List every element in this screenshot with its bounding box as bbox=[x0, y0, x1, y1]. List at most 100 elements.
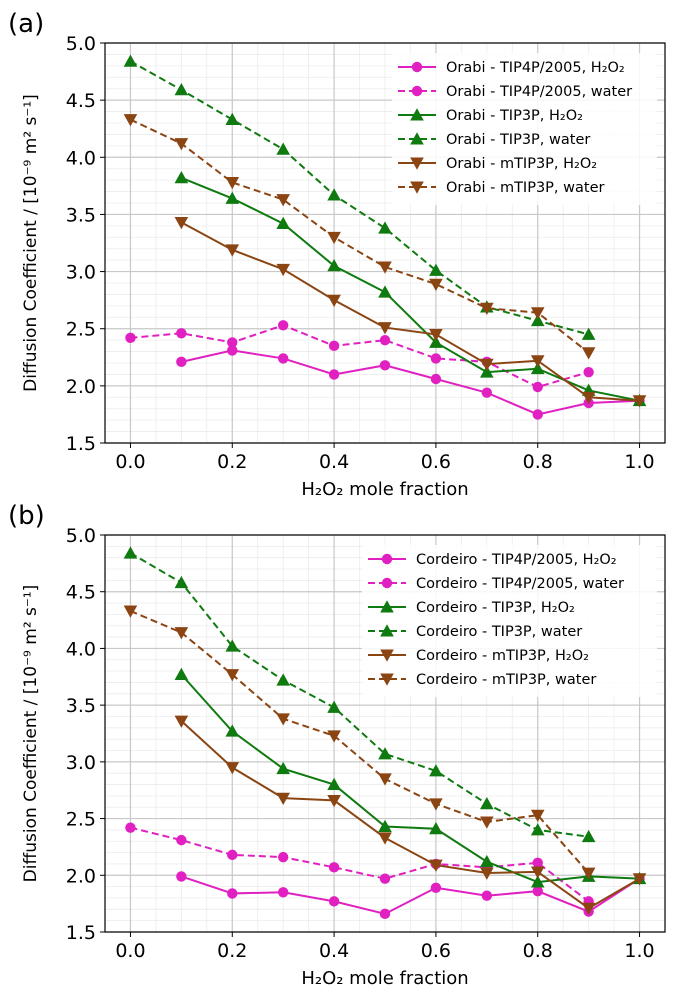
data-point bbox=[327, 730, 341, 743]
series-line bbox=[130, 118, 590, 354]
x-tick-label: 0.4 bbox=[319, 940, 349, 962]
data-point bbox=[429, 278, 443, 291]
data-point bbox=[378, 322, 392, 335]
data-point bbox=[227, 337, 238, 348]
data-point bbox=[530, 361, 545, 375]
legend-marker bbox=[381, 577, 393, 589]
x-tick-label: 0.2 bbox=[217, 451, 247, 473]
data-point bbox=[328, 862, 340, 873]
data-point bbox=[225, 762, 240, 775]
series-line bbox=[129, 552, 589, 838]
data-point bbox=[328, 896, 340, 907]
data-point bbox=[481, 890, 493, 901]
data-point bbox=[174, 667, 189, 680]
plot-frame bbox=[104, 42, 666, 444]
legend-label: Orabi - TIP3P, H₂O₂ bbox=[446, 108, 583, 124]
data-point bbox=[378, 221, 392, 234]
data-point bbox=[174, 715, 189, 728]
legend-label: Cordeiro - TIP3P, water bbox=[416, 624, 582, 640]
y-axis-label: Diffusion Coefficient / [10⁻⁹ m² s⁻¹] bbox=[21, 94, 41, 392]
legend-marker bbox=[381, 553, 393, 565]
data-point bbox=[225, 724, 240, 737]
data-point bbox=[378, 832, 392, 845]
plot-frame bbox=[104, 534, 666, 933]
data-point bbox=[123, 605, 138, 618]
y-axis-label: Diffusion Coefficient / [10⁻⁹ m² s⁻¹] bbox=[21, 585, 41, 883]
data-point bbox=[379, 873, 391, 884]
data-point bbox=[328, 369, 340, 380]
data-point bbox=[379, 334, 391, 346]
series-line bbox=[180, 673, 640, 884]
data-point bbox=[276, 142, 290, 155]
data-point bbox=[277, 887, 289, 898]
y-tick-label: 3.5 bbox=[66, 204, 96, 226]
series-line bbox=[180, 221, 640, 402]
data-point bbox=[174, 83, 189, 96]
panel-b: (b) 0.0 0.2 0.4 0.6 0.8 1.0 1.5 2.0 2.5 3.0 3.5 4.0 4… bbox=[8, 501, 666, 989]
legend-label: Orabi - TIP4P/2005, H₂O₂ bbox=[446, 60, 625, 76]
legend-label: Cordeiro - TIP4P/2005, water bbox=[416, 576, 624, 592]
data-point bbox=[277, 353, 289, 364]
data-point bbox=[277, 320, 289, 331]
data-point bbox=[581, 867, 596, 880]
y-tick-label: 5.0 bbox=[66, 525, 96, 547]
x-tick-label: 0.8 bbox=[523, 940, 553, 962]
legend-marker bbox=[411, 85, 423, 97]
data-point bbox=[429, 328, 443, 342]
data-point bbox=[176, 834, 187, 846]
x-axis-label: H₂O₂ mole fraction bbox=[301, 479, 468, 500]
data-point bbox=[480, 358, 494, 371]
data-point bbox=[532, 409, 543, 420]
x-tick-label: 0.2 bbox=[217, 940, 247, 962]
data-point bbox=[530, 307, 545, 320]
data-point bbox=[429, 764, 443, 777]
data-point bbox=[480, 797, 494, 810]
data-point bbox=[276, 263, 290, 277]
data-point bbox=[581, 391, 596, 405]
data-point bbox=[530, 823, 545, 836]
data-point bbox=[327, 188, 341, 201]
data-point bbox=[225, 639, 240, 652]
data-point bbox=[480, 816, 494, 829]
x-tick-label: 0.6 bbox=[421, 940, 451, 962]
data-point bbox=[174, 171, 189, 184]
data-point bbox=[480, 365, 494, 378]
legend-marker bbox=[380, 649, 394, 662]
data-point bbox=[174, 575, 189, 589]
y-tick-label: 3.0 bbox=[66, 262, 96, 284]
legend-label: Orabi - TIP3P, water bbox=[446, 132, 590, 148]
y-tick-label: 2.5 bbox=[66, 319, 96, 341]
series-line bbox=[130, 324, 589, 389]
data-point bbox=[532, 885, 543, 897]
data-point bbox=[327, 777, 341, 790]
data-point bbox=[480, 867, 494, 880]
data-point bbox=[225, 244, 240, 257]
data-point bbox=[581, 327, 596, 340]
data-point bbox=[530, 313, 545, 327]
data-point bbox=[530, 866, 545, 879]
series-line bbox=[130, 610, 590, 874]
legend-label: Orabi - mTIP3P, water bbox=[446, 180, 604, 196]
y-tick-label: 4.0 bbox=[66, 147, 96, 169]
data-point bbox=[327, 294, 341, 307]
data-point bbox=[581, 902, 596, 915]
legend-label: Orabi - mTIP3P, H₂O₂ bbox=[446, 156, 597, 172]
data-point bbox=[227, 345, 238, 356]
data-point bbox=[327, 700, 341, 713]
y-tick-label: 5.0 bbox=[66, 33, 96, 55]
data-point bbox=[429, 859, 443, 872]
data-point bbox=[328, 340, 340, 352]
data-point bbox=[276, 761, 290, 775]
data-point bbox=[276, 792, 290, 805]
data-point bbox=[429, 821, 443, 835]
legend-marker bbox=[410, 181, 424, 194]
data-point bbox=[430, 882, 442, 893]
x-axis-label: H₂O₂ mole fraction bbox=[301, 968, 468, 989]
legend-marker bbox=[380, 600, 394, 613]
legend-box bbox=[362, 545, 657, 697]
legend-label: Orabi - TIP4P/2005, water bbox=[446, 84, 632, 100]
data-point bbox=[276, 194, 290, 207]
data-point bbox=[327, 231, 341, 245]
y-tick-label: 1.5 bbox=[66, 922, 96, 944]
legend-marker bbox=[410, 157, 424, 170]
